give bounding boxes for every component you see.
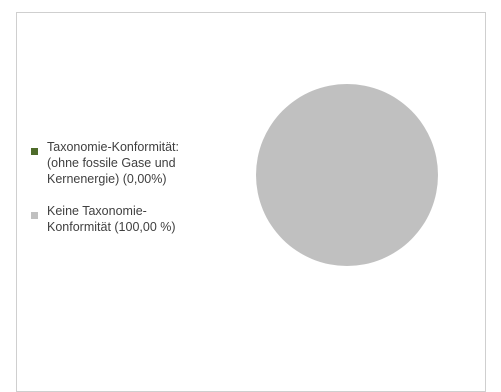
legend-swatch-taxonomy-compliant: [31, 148, 38, 155]
chart-legend: Taxonomie-Konformität: (ohne fossile Gase…: [29, 139, 239, 251]
legend-item-taxonomy-compliant: Taxonomie-Konformität: (ohne fossile Gase…: [29, 139, 239, 187]
chart-frame: Taxonomie-Konformität: (ohne fossile Gase…: [16, 12, 486, 392]
legend-item-not-taxonomy-compliant: Keine Taxonomie- Konformität (100,00 %): [29, 203, 239, 235]
legend-label-not-taxonomy-compliant: Keine Taxonomie- Konformität (100,00 %): [47, 204, 176, 234]
pie-slice-not-taxonomy-compliant: [256, 84, 438, 266]
legend-label-taxonomy-compliant: Taxonomie-Konformität: (ohne fossile Gase…: [47, 140, 180, 186]
pie-chart: [256, 84, 438, 266]
legend-swatch-not-taxonomy-compliant: [31, 212, 38, 219]
